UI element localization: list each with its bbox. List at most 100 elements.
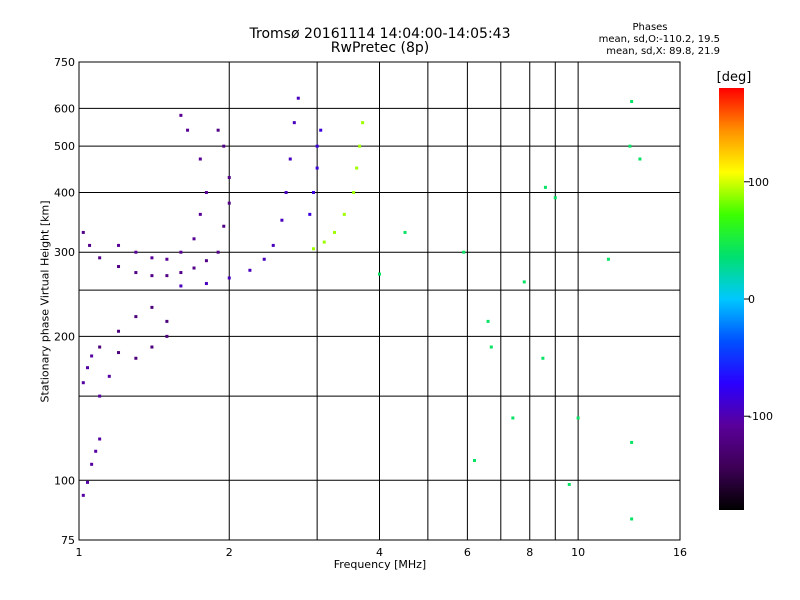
echo-point (284, 190, 288, 194)
echo-point (98, 256, 102, 260)
echo-point (90, 462, 94, 466)
colorbar-tick-label: 0 (748, 293, 755, 306)
colorbar-label: [deg] (716, 70, 752, 85)
echo-point (638, 157, 642, 161)
x-tick-label: 2 (226, 546, 233, 559)
y-tick-label: 400 (54, 186, 75, 199)
chart-subtitle: RwPretec (8p) (330, 40, 430, 56)
y-tick-label: 300 (54, 246, 75, 259)
echo-point (90, 354, 94, 358)
echo-point (378, 272, 381, 276)
colorbar (719, 88, 744, 510)
y-tick-label: 600 (54, 102, 75, 115)
colorbar-tick-label: -100 (748, 410, 773, 423)
echo-point (150, 274, 154, 278)
echo-point (567, 482, 571, 486)
echo-point (553, 196, 557, 200)
echo-point (352, 190, 356, 194)
stats-title: Phases (632, 22, 668, 33)
y-axis-ticks: 75 100 200 300 400 500 600 750 (54, 56, 75, 547)
echo-point (319, 128, 323, 132)
echo-point (81, 493, 85, 497)
echo-point (227, 175, 231, 179)
echo-point (342, 212, 346, 216)
echo-point (134, 250, 138, 254)
echo-point (117, 329, 121, 333)
echo-point (204, 190, 208, 194)
echo-point (216, 250, 220, 254)
echo-point (403, 230, 407, 234)
echo-points (81, 96, 642, 521)
echo-point (192, 266, 196, 270)
y-tick-label: 500 (54, 140, 75, 153)
y-axis-label: Stationary phase Virtual Height [km] (38, 200, 52, 403)
colorbar-ticks: 100 0 -100 (744, 176, 773, 423)
echo-point (462, 250, 466, 254)
echo-point (308, 212, 312, 216)
x-tick-label: 16 (673, 546, 687, 559)
echo-point (117, 351, 121, 355)
echo-point (117, 265, 121, 269)
echo-point (134, 271, 138, 275)
x-tick-label: 4 (376, 546, 383, 559)
echo-point (543, 185, 547, 189)
echo-point (315, 166, 319, 170)
echo-point (179, 250, 183, 254)
echo-point (311, 190, 315, 194)
echo-point (88, 243, 92, 247)
echo-point (292, 121, 296, 125)
echo-point (630, 100, 634, 104)
echo-point (296, 96, 300, 100)
chart-title: Tromsø 20161114 14:04:00-14:05:43 (249, 26, 511, 42)
echo-point (150, 345, 154, 349)
echo-point (576, 416, 580, 420)
echo-point (227, 276, 231, 280)
echo-point (522, 280, 526, 284)
plot-frame (78, 61, 681, 541)
echo-point (322, 240, 326, 244)
echo-point (81, 230, 85, 234)
echo-point (216, 128, 220, 132)
echo-point (355, 166, 359, 170)
echo-point (198, 212, 202, 216)
echo-point (98, 394, 102, 398)
echo-point (81, 381, 85, 385)
stats-o-mode: mean, sd,O:-110.2, 19.5 (598, 34, 720, 45)
echo-point (204, 282, 208, 286)
x-tick-label: 1 (76, 546, 83, 559)
echo-point (315, 144, 319, 148)
echo-point (192, 237, 196, 241)
plot-grid (79, 62, 680, 540)
echo-point (222, 224, 226, 228)
echo-point (222, 144, 226, 148)
echo-point (332, 230, 336, 234)
echo-point (198, 157, 202, 161)
echo-point (541, 356, 545, 360)
echo-point (179, 271, 183, 275)
echo-point (606, 257, 610, 261)
y-tick-label: 750 (54, 56, 75, 69)
echo-point (628, 144, 632, 148)
stats-x-mode: mean, sd,X: 89.8, 21.9 (606, 46, 720, 57)
echo-point (248, 268, 252, 272)
echo-point (150, 256, 154, 260)
echo-point (165, 274, 169, 278)
y-tick-label: 75 (61, 534, 75, 547)
x-axis-label: Frequency [MHz] (333, 558, 427, 571)
echo-point (262, 257, 266, 261)
echo-point (311, 247, 315, 251)
echo-point (472, 458, 476, 462)
y-tick-label: 200 (54, 330, 75, 343)
echo-point (165, 319, 169, 323)
echo-point (134, 315, 138, 319)
echo-point (94, 449, 98, 453)
echo-point (358, 144, 362, 148)
echo-point (630, 440, 634, 444)
echo-point (165, 334, 169, 338)
echo-point (150, 305, 154, 309)
echo-point (511, 416, 515, 420)
echo-point (179, 113, 183, 117)
echo-point (227, 201, 231, 205)
echo-point (486, 319, 490, 323)
